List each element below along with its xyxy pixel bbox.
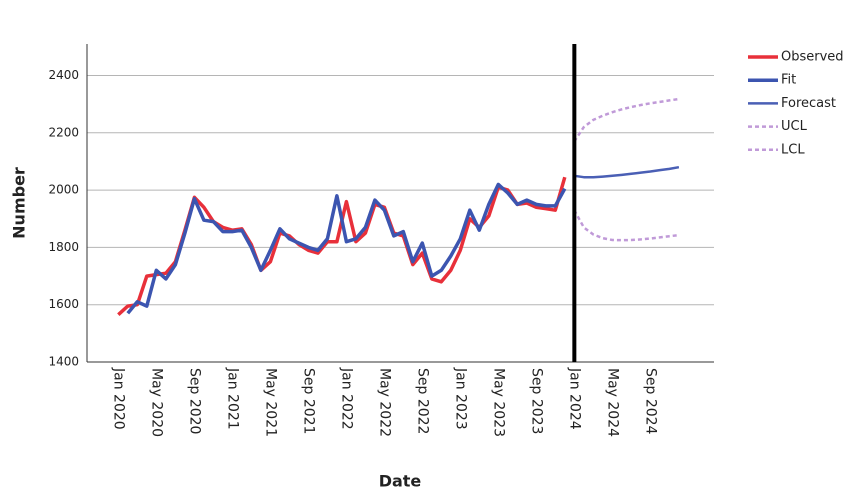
x-tick-label: Sep 2021 xyxy=(300,368,316,434)
y-tick-label: 2400 xyxy=(48,68,79,82)
x-tick-label: Sep 2023 xyxy=(528,368,544,434)
series-line xyxy=(573,209,680,242)
y-tick-label: 1600 xyxy=(48,297,79,311)
x-tick-label: Sep 2020 xyxy=(186,368,202,434)
x-tick-label: Jan 2024 xyxy=(566,367,582,430)
series-line xyxy=(573,97,680,143)
y-tick-label: 2200 xyxy=(48,125,79,139)
x-tick-label: Sep 2022 xyxy=(414,368,430,434)
x-tick-label: May 2021 xyxy=(262,368,278,437)
series-line xyxy=(117,176,567,316)
x-tick-label: Jan 2022 xyxy=(338,367,354,430)
legend-label: Observed xyxy=(781,50,844,65)
series-line xyxy=(574,165,680,179)
y-tick-label: 2000 xyxy=(48,183,79,197)
x-tick-label: Jan 2023 xyxy=(452,367,468,430)
x-tick-label: May 2023 xyxy=(490,368,506,437)
x-tick-label: Jan 2021 xyxy=(224,367,240,430)
x-tick-label: Sep 2024 xyxy=(642,368,658,435)
legend-label: LCL xyxy=(781,142,805,157)
x-tick-label: May 2020 xyxy=(148,368,164,437)
x-tick-label: May 2024 xyxy=(604,368,620,437)
x-axis-title: Date xyxy=(379,472,422,491)
legend-label: Forecast xyxy=(781,96,836,111)
y-tick-label: 1800 xyxy=(48,240,79,254)
legend-label: UCL xyxy=(781,119,808,134)
x-tick-label: Jan 2020 xyxy=(110,367,126,430)
legend-label: Fit xyxy=(781,73,796,88)
x-tick-label: May 2022 xyxy=(376,368,392,437)
y-axis-title: Number xyxy=(10,167,29,239)
y-tick-label: 1400 xyxy=(48,355,79,369)
series-line xyxy=(126,182,567,315)
